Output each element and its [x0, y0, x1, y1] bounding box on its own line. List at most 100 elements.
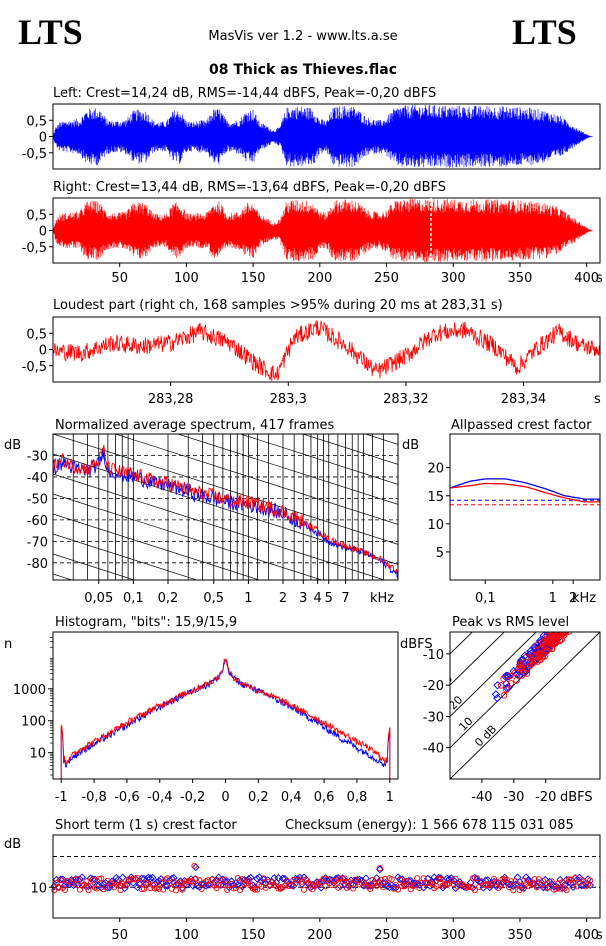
x-tick-label: -40: [471, 790, 492, 805]
slope-line: [53, 434, 398, 545]
crest-point: [179, 886, 186, 893]
y-axis-label: dB: [402, 438, 419, 453]
rms-point: [548, 632, 555, 640]
crest-point: [207, 881, 214, 888]
crest-point: [467, 883, 474, 890]
crest-point: [289, 882, 298, 890]
x-tick-label: 200: [307, 928, 332, 943]
loudest-trace: [52, 320, 601, 381]
crest-point: [414, 875, 421, 882]
slope-line: [53, 634, 398, 744]
y-tick-label: -50: [27, 492, 48, 507]
crest-point: [557, 885, 564, 892]
slope-line: [53, 513, 261, 580]
y-tick-label: 0: [39, 344, 47, 359]
crest-point: [416, 884, 423, 892]
x-tick-label: 0,2: [158, 591, 179, 606]
y-tick-label: -0,5: [22, 360, 47, 375]
rms-point: [574, 620, 580, 626]
histogram-series-0: [60, 658, 391, 779]
y-tick-label: -30: [27, 449, 48, 464]
y-tick-label: -10: [423, 648, 444, 663]
crest-point: [155, 885, 162, 892]
x-tick-label: 50: [111, 928, 128, 943]
rms-point: [493, 693, 502, 703]
x-axis-label: dBFS: [560, 790, 593, 805]
x-tick-label: 0,5: [203, 591, 224, 606]
x-unit: kHz: [370, 591, 394, 606]
histogram-series-1: [60, 658, 391, 779]
rms-point: [518, 655, 528, 664]
rms-point: [570, 620, 576, 626]
crest-point: [555, 880, 562, 887]
rms-point: [572, 620, 578, 626]
rms-point: [507, 680, 515, 687]
rms-point: [557, 632, 564, 636]
crest-point: [115, 879, 122, 886]
crest-point: [382, 875, 389, 883]
rms-point: [570, 620, 576, 626]
crest-point: [548, 878, 555, 885]
y-tick-label: 0,5: [26, 208, 47, 223]
crest-point: [452, 875, 459, 882]
slope-line: [53, 473, 386, 580]
crest-point: [135, 880, 144, 889]
crest-point: [501, 876, 508, 883]
rms-point: [572, 620, 578, 626]
crest-point: [493, 878, 500, 885]
crest-point: [412, 881, 419, 888]
y-axis-label: dBFS: [400, 637, 433, 652]
crest-point: [169, 874, 178, 882]
short-term-crest-chart: Short term (1 s) crest factor Checksum (e…: [4, 818, 603, 943]
x-tick-label: 350: [508, 271, 533, 286]
logo-left: LTS: [18, 12, 83, 52]
left-waveform-chart: Left: Crest=14,24 dB, RMS=-14,44 dBFS, P…: [22, 86, 601, 170]
crest-point: [57, 877, 64, 884]
rms-point: [491, 690, 501, 699]
y-tick-label: 20: [427, 462, 444, 477]
x-tick-label: 1: [244, 591, 252, 606]
chart-title: Histogram, "bits": 15,9/15,9: [55, 615, 237, 630]
crest-point: [469, 875, 476, 882]
x-tick-label: 2: [279, 591, 287, 606]
crest-point: [437, 876, 444, 883]
crest-series-0: [449, 478, 600, 500]
chart-title: Right: Crest=13,44 dB, RMS=-13,64 dBFS, …: [53, 180, 446, 195]
y-axis-label: dB: [4, 438, 21, 453]
crest-point: [539, 883, 548, 892]
waveform-trace: [52, 104, 594, 168]
y-tick-label: 100: [21, 715, 46, 730]
crest-point: [61, 886, 69, 893]
rms-point: [506, 672, 514, 680]
crest-point: [72, 881, 79, 888]
x-tick-label: 400: [574, 271, 599, 286]
y-tick-label: -60: [27, 514, 48, 529]
y-tick-label: -40: [27, 471, 48, 486]
plot-frame: [52, 631, 399, 780]
crest-point: [471, 886, 478, 894]
crest-outlier: [191, 862, 198, 869]
crest-outlier: [376, 865, 383, 872]
rms-point: [572, 620, 578, 626]
right-waveform-chart: Right: Crest=13,44 dB, RMS=-13,64 dBFS, …: [22, 180, 603, 286]
y-tick-label: 1000: [13, 683, 46, 698]
file-title: 08 Thick as Thieves.flac: [209, 62, 397, 78]
crest-point: [209, 876, 216, 883]
spectrum-series-1: [53, 444, 398, 574]
histogram-chart: Histogram, "bits": 15,9/15,9n101001000-1…: [4, 615, 399, 805]
crest-point: [89, 876, 96, 883]
x-tick-label: 1: [386, 790, 394, 805]
crest-point: [251, 886, 259, 893]
crest-point: [281, 882, 288, 889]
crest-point: [341, 875, 348, 882]
rms-point: [574, 622, 580, 628]
crest-point: [117, 887, 124, 894]
rms-point: [573, 620, 579, 626]
crest-point: [559, 879, 566, 886]
crest-point: [497, 882, 504, 889]
crest-point: [350, 885, 357, 892]
crest-point: [552, 885, 560, 892]
crest-point: [556, 875, 565, 884]
crest-point: [283, 877, 291, 884]
x-tick-label: 200: [307, 271, 332, 286]
